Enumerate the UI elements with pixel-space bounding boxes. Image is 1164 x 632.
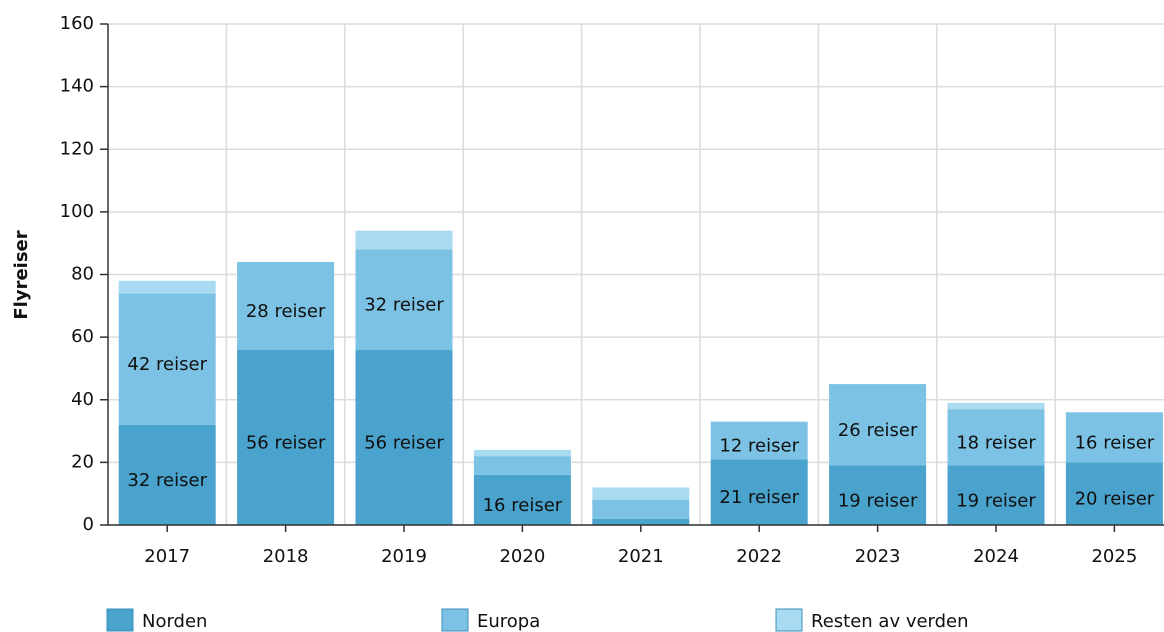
y-tick-label: 160 <box>60 13 94 34</box>
legend-swatch <box>441 608 469 632</box>
x-tick-label: 2017 <box>144 546 190 567</box>
value-label: 42 reiser <box>127 354 207 375</box>
value-label: 26 reiser <box>838 420 918 441</box>
value-label: 28 reiser <box>246 301 326 322</box>
bar-segment <box>829 465 927 525</box>
x-tick-label: 2018 <box>263 546 309 567</box>
y-axis-label: Flyreiser <box>11 230 32 319</box>
x-tick-label: 2019 <box>381 546 427 567</box>
value-label: 32 reiser <box>127 470 207 491</box>
bar-segment <box>118 424 216 525</box>
bar-segment <box>355 249 453 350</box>
bar-segment <box>1065 412 1163 463</box>
legend-label: Norden <box>142 611 207 632</box>
bar-segment <box>473 456 571 475</box>
y-tick-label: 100 <box>60 201 94 222</box>
legend-label: Resten av verden <box>811 611 969 632</box>
value-label: 56 reiser <box>364 432 444 453</box>
value-label: 20 reiser <box>1075 489 1155 510</box>
bar-segment <box>592 499 690 519</box>
bar-segment <box>355 349 453 525</box>
y-tick-label: 80 <box>71 264 94 285</box>
y-tick-label: 0 <box>83 514 94 535</box>
bar-segment <box>1065 462 1163 525</box>
value-label: 21 reiser <box>719 487 799 508</box>
bar-segment <box>947 402 1045 410</box>
y-tick-label: 60 <box>71 326 94 347</box>
legend-swatch <box>106 608 134 632</box>
bar-segment <box>118 293 216 425</box>
y-tick-label: 20 <box>71 451 94 472</box>
value-label: 19 reiser <box>956 490 1036 511</box>
bar-segment <box>237 349 335 525</box>
bar-segment <box>473 449 571 457</box>
value-label: 16 reiser <box>1075 432 1155 453</box>
value-label: 19 reiser <box>838 490 918 511</box>
value-label: 16 reiser <box>483 495 563 516</box>
value-label: 32 reiser <box>364 295 444 316</box>
bar-segment <box>473 474 571 525</box>
bar-segment <box>710 421 808 460</box>
y-tick-label: 120 <box>60 138 94 159</box>
bar-segment <box>592 518 690 525</box>
x-tick-label: 2024 <box>973 546 1019 567</box>
bar-segment <box>118 280 216 294</box>
bar-segment <box>237 261 335 350</box>
value-label: 12 reiser <box>719 435 799 456</box>
x-tick-label: 2021 <box>618 546 664 567</box>
x-tick-label: 2025 <box>1091 546 1137 567</box>
value-label: 18 reiser <box>956 432 1036 453</box>
bar-segment <box>710 459 808 525</box>
bar-segment <box>355 230 453 250</box>
y-tick-label: 140 <box>60 76 94 97</box>
bar-segment <box>947 409 1045 466</box>
bar-segment <box>829 384 927 466</box>
x-tick-label: 2023 <box>855 546 901 567</box>
x-tick-label: 2020 <box>499 546 545 567</box>
y-tick-label: 40 <box>71 389 94 410</box>
legend-label: Europa <box>477 611 540 632</box>
legend-swatch <box>775 608 803 632</box>
x-tick-label: 2022 <box>736 546 782 567</box>
bar-segment <box>592 487 690 500</box>
value-label: 56 reiser <box>246 432 326 453</box>
bar-segment <box>947 465 1045 525</box>
